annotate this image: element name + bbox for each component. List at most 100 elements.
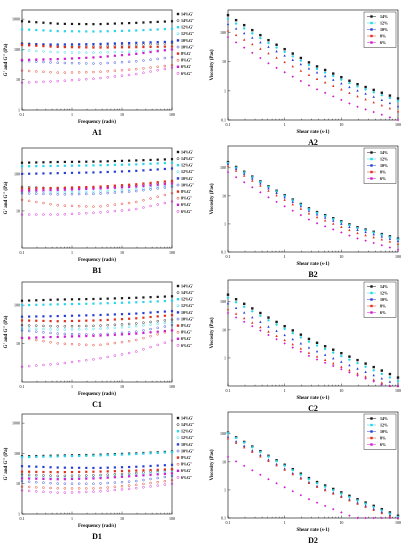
legend-C1: 14%G' 14%G'' 12%G'12%G'' 10%G'10%G'' 8%G' 8%G… (176, 283, 194, 348)
point (149, 452, 152, 455)
series-A1-2 (20, 27, 174, 33)
point (85, 30, 88, 33)
point (56, 298, 59, 301)
point (340, 491, 343, 494)
point (128, 170, 131, 173)
point (291, 343, 294, 346)
point (348, 355, 351, 358)
point (120, 297, 124, 300)
point (42, 189, 45, 192)
point (251, 310, 254, 313)
point (35, 364, 38, 367)
point (113, 470, 116, 473)
point (128, 29, 131, 32)
point (283, 54, 286, 57)
point (49, 486, 52, 490)
point (299, 203, 303, 206)
y-tick-label-A1-0: 1 (18, 107, 20, 112)
point (142, 478, 145, 482)
point (135, 163, 138, 166)
point (106, 163, 109, 167)
legend-marker (176, 304, 180, 308)
point (149, 162, 152, 165)
point (63, 325, 67, 328)
point (348, 363, 351, 367)
legend-label: 12%G'' (181, 169, 194, 174)
point (163, 295, 166, 298)
point (149, 296, 152, 299)
point (307, 351, 311, 354)
legend-marker (370, 443, 373, 446)
point (35, 473, 38, 477)
point (332, 356, 335, 360)
point (113, 29, 116, 33)
point (63, 43, 66, 46)
point (27, 485, 31, 489)
point (49, 470, 52, 474)
point (135, 317, 138, 320)
point (70, 474, 74, 477)
point (226, 432, 230, 435)
legend-label: 6%G'' (181, 475, 192, 480)
point (226, 162, 230, 165)
point (372, 369, 375, 372)
point (35, 319, 38, 322)
point (120, 323, 124, 326)
point (323, 225, 327, 228)
point (234, 27, 238, 30)
point (92, 187, 95, 190)
point (348, 223, 351, 227)
point (28, 44, 31, 47)
point (106, 355, 109, 359)
point (49, 172, 52, 175)
point (56, 487, 59, 490)
point (149, 168, 152, 172)
point (135, 41, 138, 44)
point (120, 333, 124, 336)
point (251, 321, 254, 324)
point (364, 502, 367, 505)
point (20, 69, 24, 72)
point (142, 41, 145, 44)
point (348, 79, 351, 82)
point (234, 316, 238, 319)
point (388, 384, 392, 388)
legend-A1: 14%G' 14%G'' 12%G'12%G'' 10%G'10%G'' 8%G' 8%G… (176, 11, 194, 76)
point (92, 482, 95, 485)
point (92, 454, 95, 457)
series-A2-0 (226, 13, 400, 100)
point (259, 455, 262, 458)
point (332, 74, 335, 78)
point (251, 51, 254, 55)
point (156, 65, 159, 69)
point (77, 328, 81, 331)
point (120, 186, 124, 189)
point (85, 454, 88, 457)
point (142, 321, 145, 324)
point (113, 159, 116, 163)
point (226, 311, 230, 315)
point (396, 376, 400, 379)
point (42, 29, 45, 32)
point (77, 192, 81, 196)
point (99, 477, 102, 480)
point (156, 480, 159, 484)
point (340, 351, 343, 355)
legend-label: 6%G' (181, 336, 191, 341)
legend-label: 10% (380, 163, 388, 168)
point (113, 485, 117, 489)
point (49, 45, 52, 48)
point (163, 67, 167, 71)
point (120, 46, 124, 49)
point (77, 359, 81, 363)
point (92, 171, 95, 174)
y-tick-label-C1-0: 10 (16, 341, 20, 346)
point (142, 469, 145, 472)
y-tick-label-D1-1: 10 (16, 481, 20, 486)
point (170, 314, 174, 317)
y-tick-label-C2-2: 100 (220, 299, 226, 304)
point (120, 190, 124, 194)
legend-marker (176, 423, 180, 426)
point (226, 29, 230, 32)
point (28, 172, 31, 175)
